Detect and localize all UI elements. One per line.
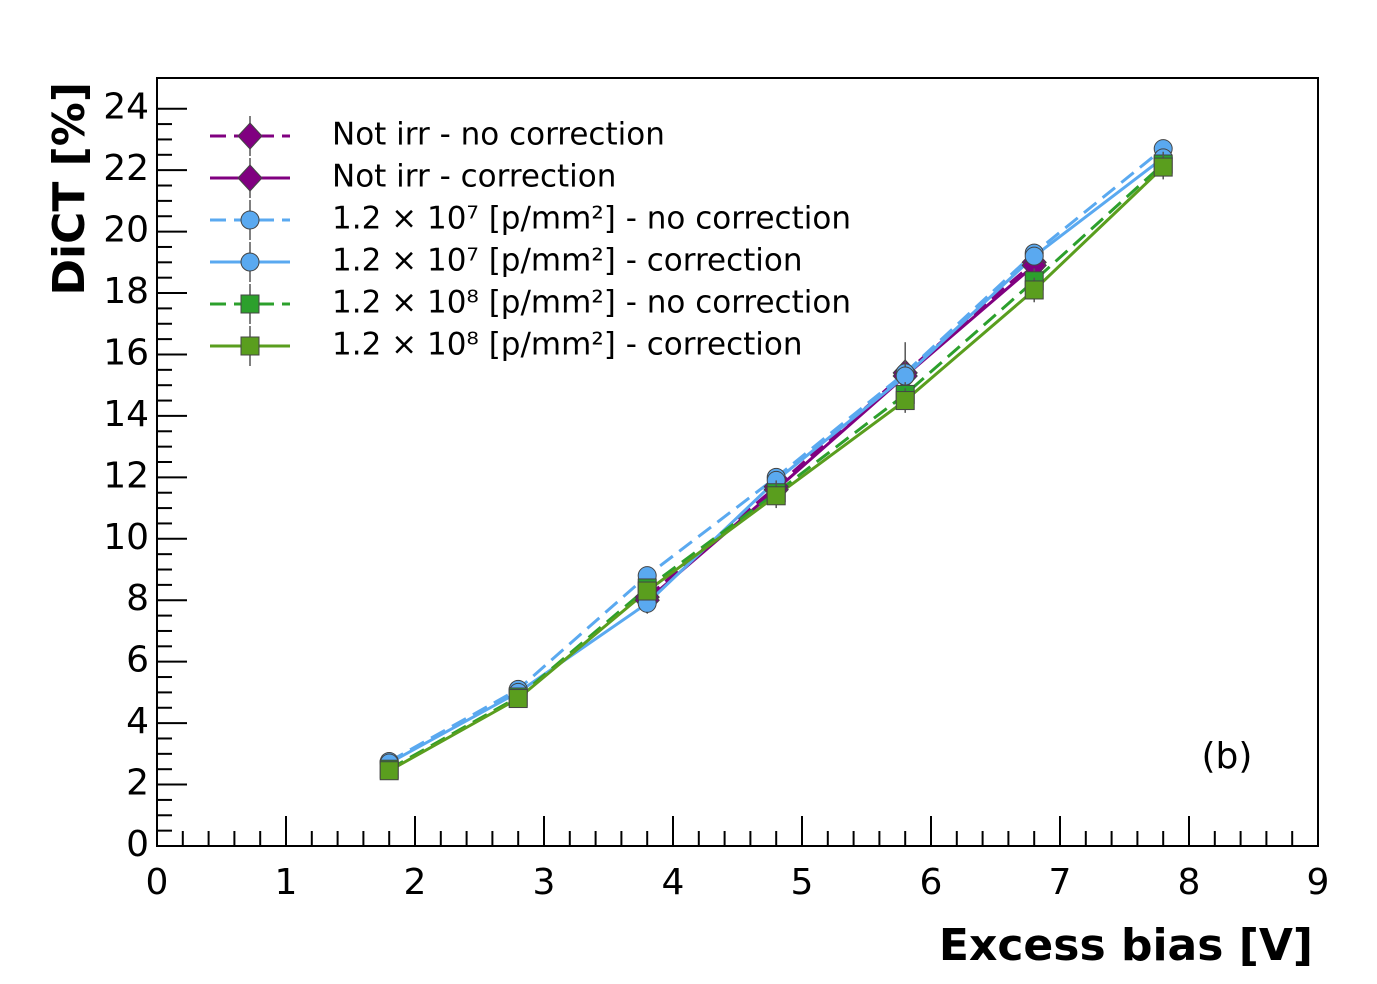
data-point: [1024, 280, 1044, 300]
data-point: [637, 581, 657, 601]
data-point: [895, 391, 915, 411]
y-tick-label: 12: [103, 455, 149, 496]
x-tick-label: 5: [791, 862, 814, 903]
legend-marker: [240, 252, 260, 272]
legend-marker: [240, 336, 260, 356]
annotation: (b): [1202, 736, 1253, 777]
legend-label: 1.2 × 10⁷ [p/mm²] - no correction: [332, 201, 851, 237]
legend-marker: [240, 294, 260, 314]
legend-marker: [240, 210, 260, 230]
y-tick-label: 4: [126, 701, 149, 742]
y-tick-label: 2: [126, 763, 149, 804]
data-point: [1153, 157, 1173, 177]
data-point: [1024, 246, 1044, 266]
data-point: [508, 689, 528, 709]
legend-label: Not irr - correction: [332, 159, 616, 195]
y-tick-label: 18: [103, 271, 149, 312]
y-tick-label: 10: [103, 517, 149, 558]
x-axis-label: Excess bias [V]: [939, 920, 1313, 971]
y-tick-label: 0: [126, 824, 149, 865]
legend-marker: [237, 164, 263, 192]
x-tick-label: 1: [275, 862, 298, 903]
y-tick-label: 20: [103, 210, 149, 251]
legend-label: Not irr - no correction: [332, 117, 665, 153]
x-tick-label: 6: [920, 862, 943, 903]
x-tick-label: 2: [404, 862, 427, 903]
x-tick-label: 8: [1178, 862, 1201, 903]
x-tick-label: 0: [146, 862, 169, 903]
y-tick-label: 16: [103, 332, 149, 373]
x-tick-label: 9: [1307, 862, 1330, 903]
x-tick-label: 3: [533, 862, 556, 903]
y-axis-label: DiCT [%]: [44, 82, 95, 296]
legend-label: 1.2 × 10⁸ [p/mm²] - correction: [332, 327, 803, 363]
legend-label: 1.2 × 10⁷ [p/mm²] - correction: [332, 243, 803, 279]
y-tick-label: 24: [103, 87, 149, 128]
y-tick-label: 22: [103, 148, 149, 189]
series-line: [388, 147, 1165, 763]
y-tick-label: 6: [126, 640, 149, 681]
x-tick-label: 4: [662, 862, 685, 903]
y-tick-label: 8: [126, 578, 149, 619]
legend-marker: [237, 122, 263, 150]
data-point: [766, 486, 786, 506]
y-tick-label: 14: [103, 394, 149, 435]
legend-label: 1.2 × 10⁸ [p/mm²] - no correction: [332, 285, 851, 321]
data-point: [379, 761, 399, 781]
x-tick-label: 7: [1049, 862, 1072, 903]
